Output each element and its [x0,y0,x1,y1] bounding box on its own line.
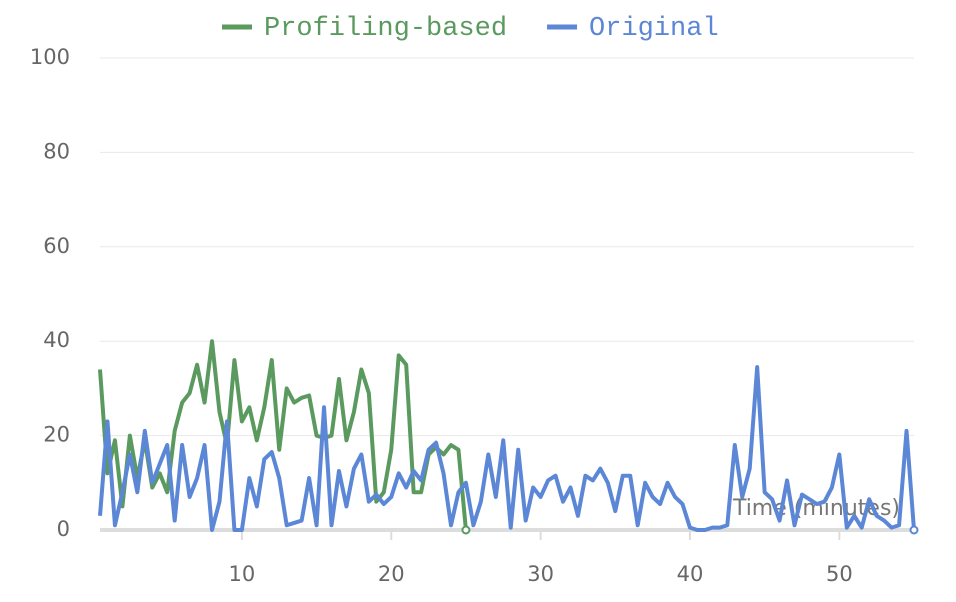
x-tick-label: 20 [378,562,405,586]
x-tick-label: 40 [677,562,704,586]
y-tick-label: 80 [43,139,70,163]
y-tick-label: 100 [30,45,70,69]
y-tick-label: 40 [43,328,70,352]
legend-label: Profiling-based [264,14,507,44]
x-tick-label: 50 [826,562,853,586]
end-point [909,525,919,535]
x-tick-label: 30 [527,562,554,586]
x-tick-label: 10 [229,562,256,586]
series-line [98,339,468,531]
legend-label: Original [589,14,719,44]
y-tick-label: 60 [43,234,70,258]
series-line [98,365,916,532]
y-tick-label: 20 [43,423,70,447]
end-point [461,525,471,535]
y-tick-label: 0 [57,517,70,541]
